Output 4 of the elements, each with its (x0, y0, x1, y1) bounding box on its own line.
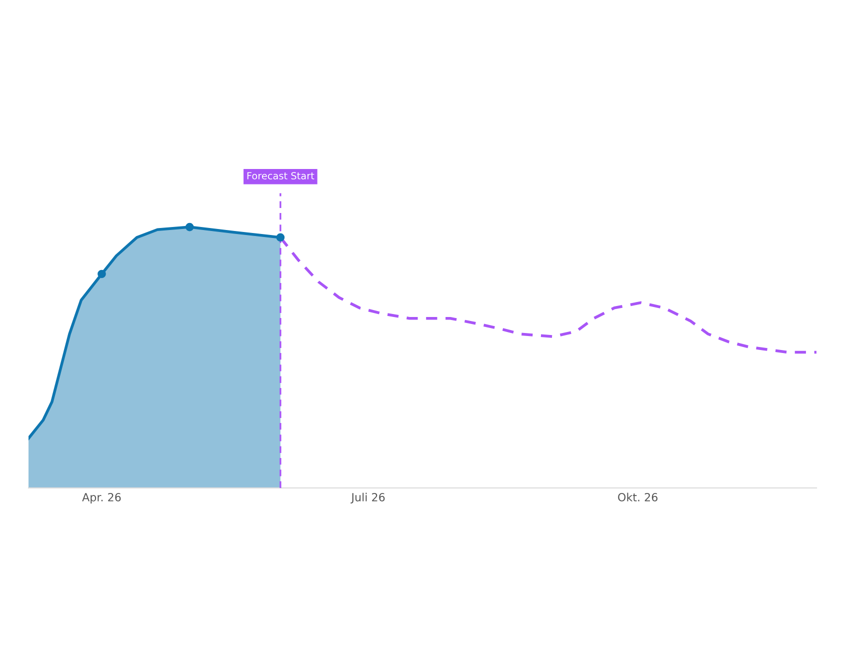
x-tick-label: Apr. 26 (82, 493, 121, 504)
ref-line-label: Forecast Start (247, 172, 314, 180)
x-tick-label: Juli 26 (350, 492, 385, 504)
x-tick-label: Okt. 26 (618, 492, 658, 502)
